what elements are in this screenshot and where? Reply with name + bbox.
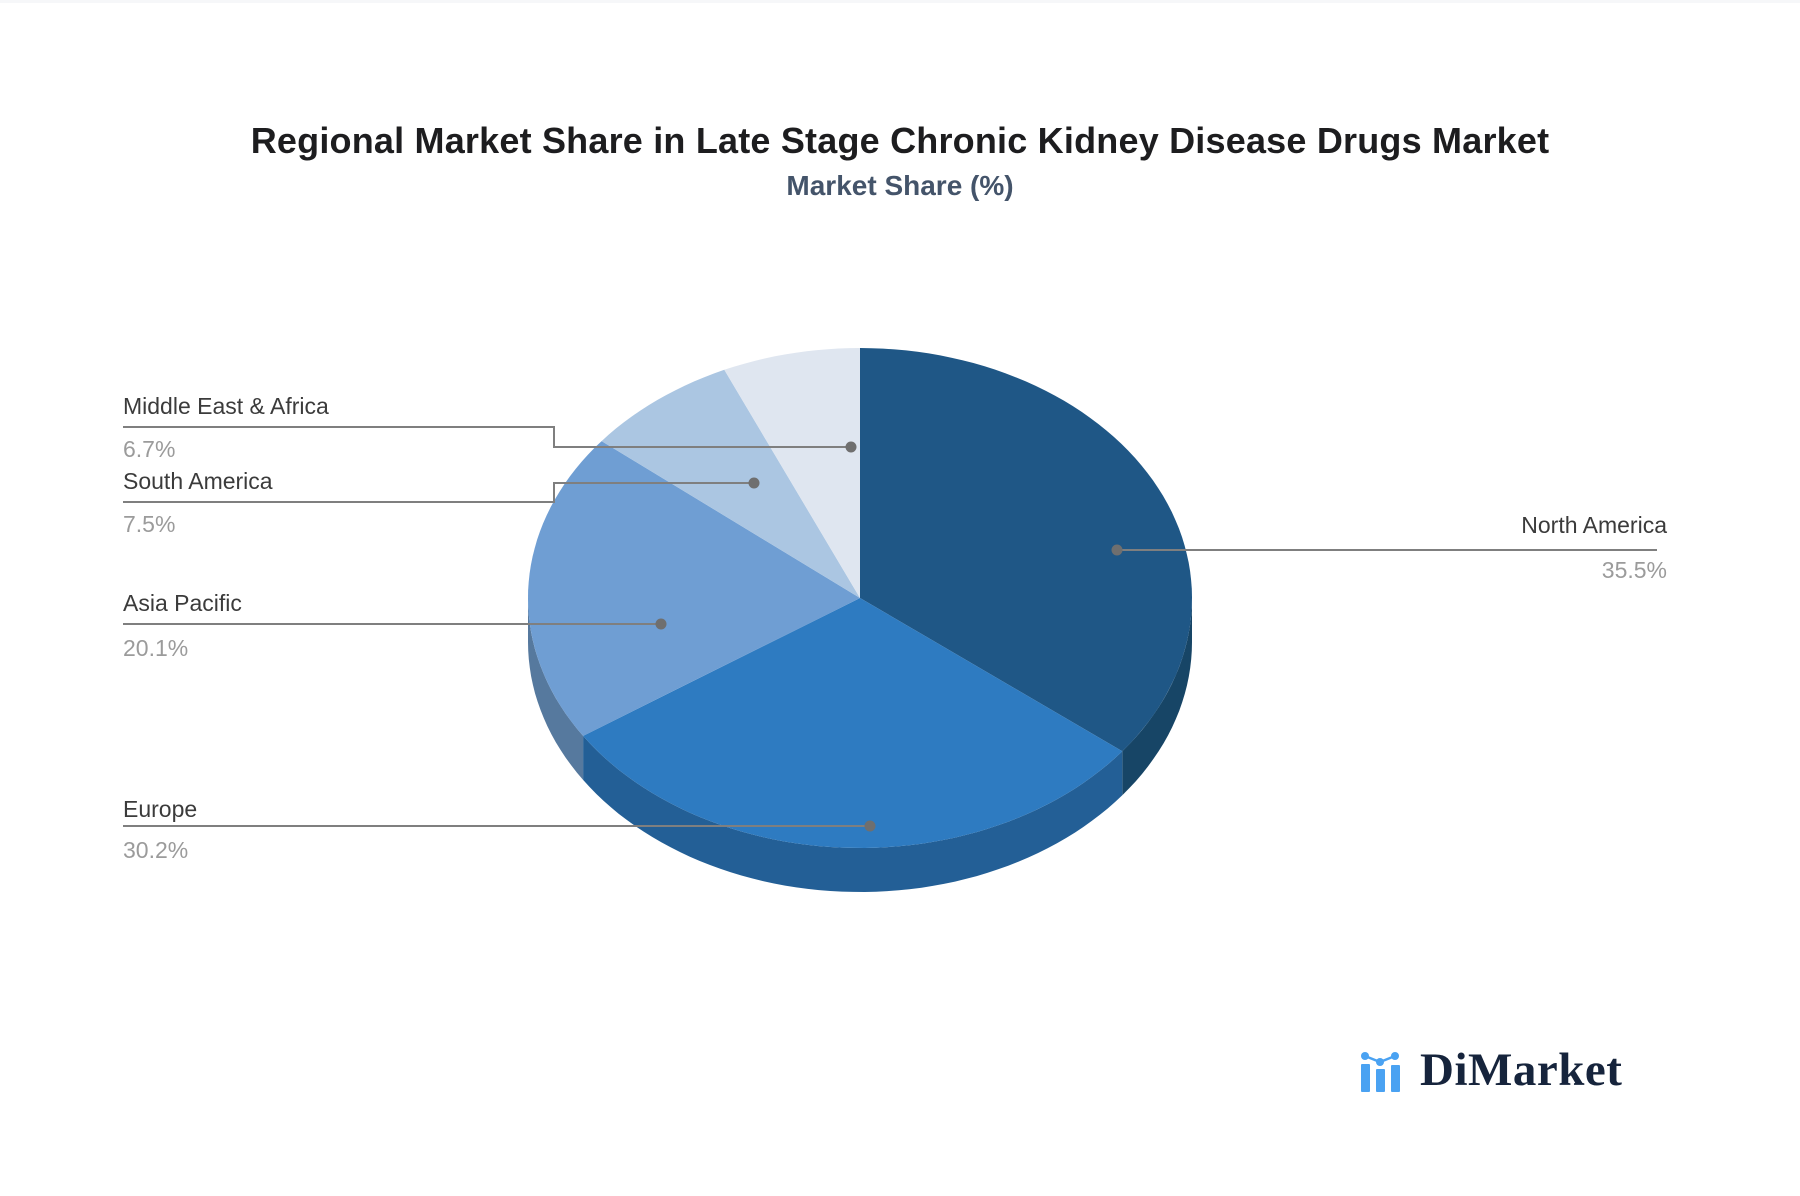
top-strip (0, 0, 1800, 3)
leader-dot-north-america (1111, 544, 1123, 556)
pct-asia-pacific: 20.1% (123, 635, 189, 661)
pie-slice-europe[interactable] (583, 598, 1123, 848)
pct-europe: 30.2% (123, 837, 189, 863)
pie-slice-side-europe (583, 735, 1123, 892)
pie-slice-asia-pacific[interactable] (528, 441, 860, 736)
label-asia-pacific: Asia Pacific (123, 590, 242, 616)
leader-line-south-america (123, 482, 754, 503)
pct-south-america: 7.5% (123, 511, 176, 537)
leader-dot-south-america (748, 477, 760, 489)
label-middle-east-africa: Middle East & Africa (123, 393, 329, 419)
chart-title: Regional Market Share in Late Stage Chro… (250, 120, 1550, 161)
label-south-america: South America (123, 468, 273, 494)
pie-slice-side-north-america (1122, 598, 1192, 796)
label-europe: Europe (123, 796, 198, 822)
leader-line-middle-east-africa (123, 426, 851, 448)
leader-dot-middle-east-africa (845, 441, 857, 453)
dimarket-logo-icon (1361, 1052, 1400, 1092)
pie-slice-side-asia-pacific (528, 598, 584, 780)
dimarket-logo-text: DiMarket (1420, 1044, 1623, 1096)
pct-middle-east-africa: 6.7% (123, 436, 176, 462)
pie-slice-north-america[interactable] (860, 348, 1192, 752)
leader-dot-asia-pacific (655, 618, 667, 630)
pie-slice-middle-east-africa[interactable] (724, 348, 860, 598)
dimarket-logo: DiMarket (1360, 1038, 1622, 1094)
chart-subtitle: Market Share (%) (786, 170, 1014, 201)
pct-north-america: 35.5% (1601, 557, 1667, 583)
label-north-america: North America (1521, 512, 1667, 538)
leader-dot-europe (864, 820, 876, 832)
